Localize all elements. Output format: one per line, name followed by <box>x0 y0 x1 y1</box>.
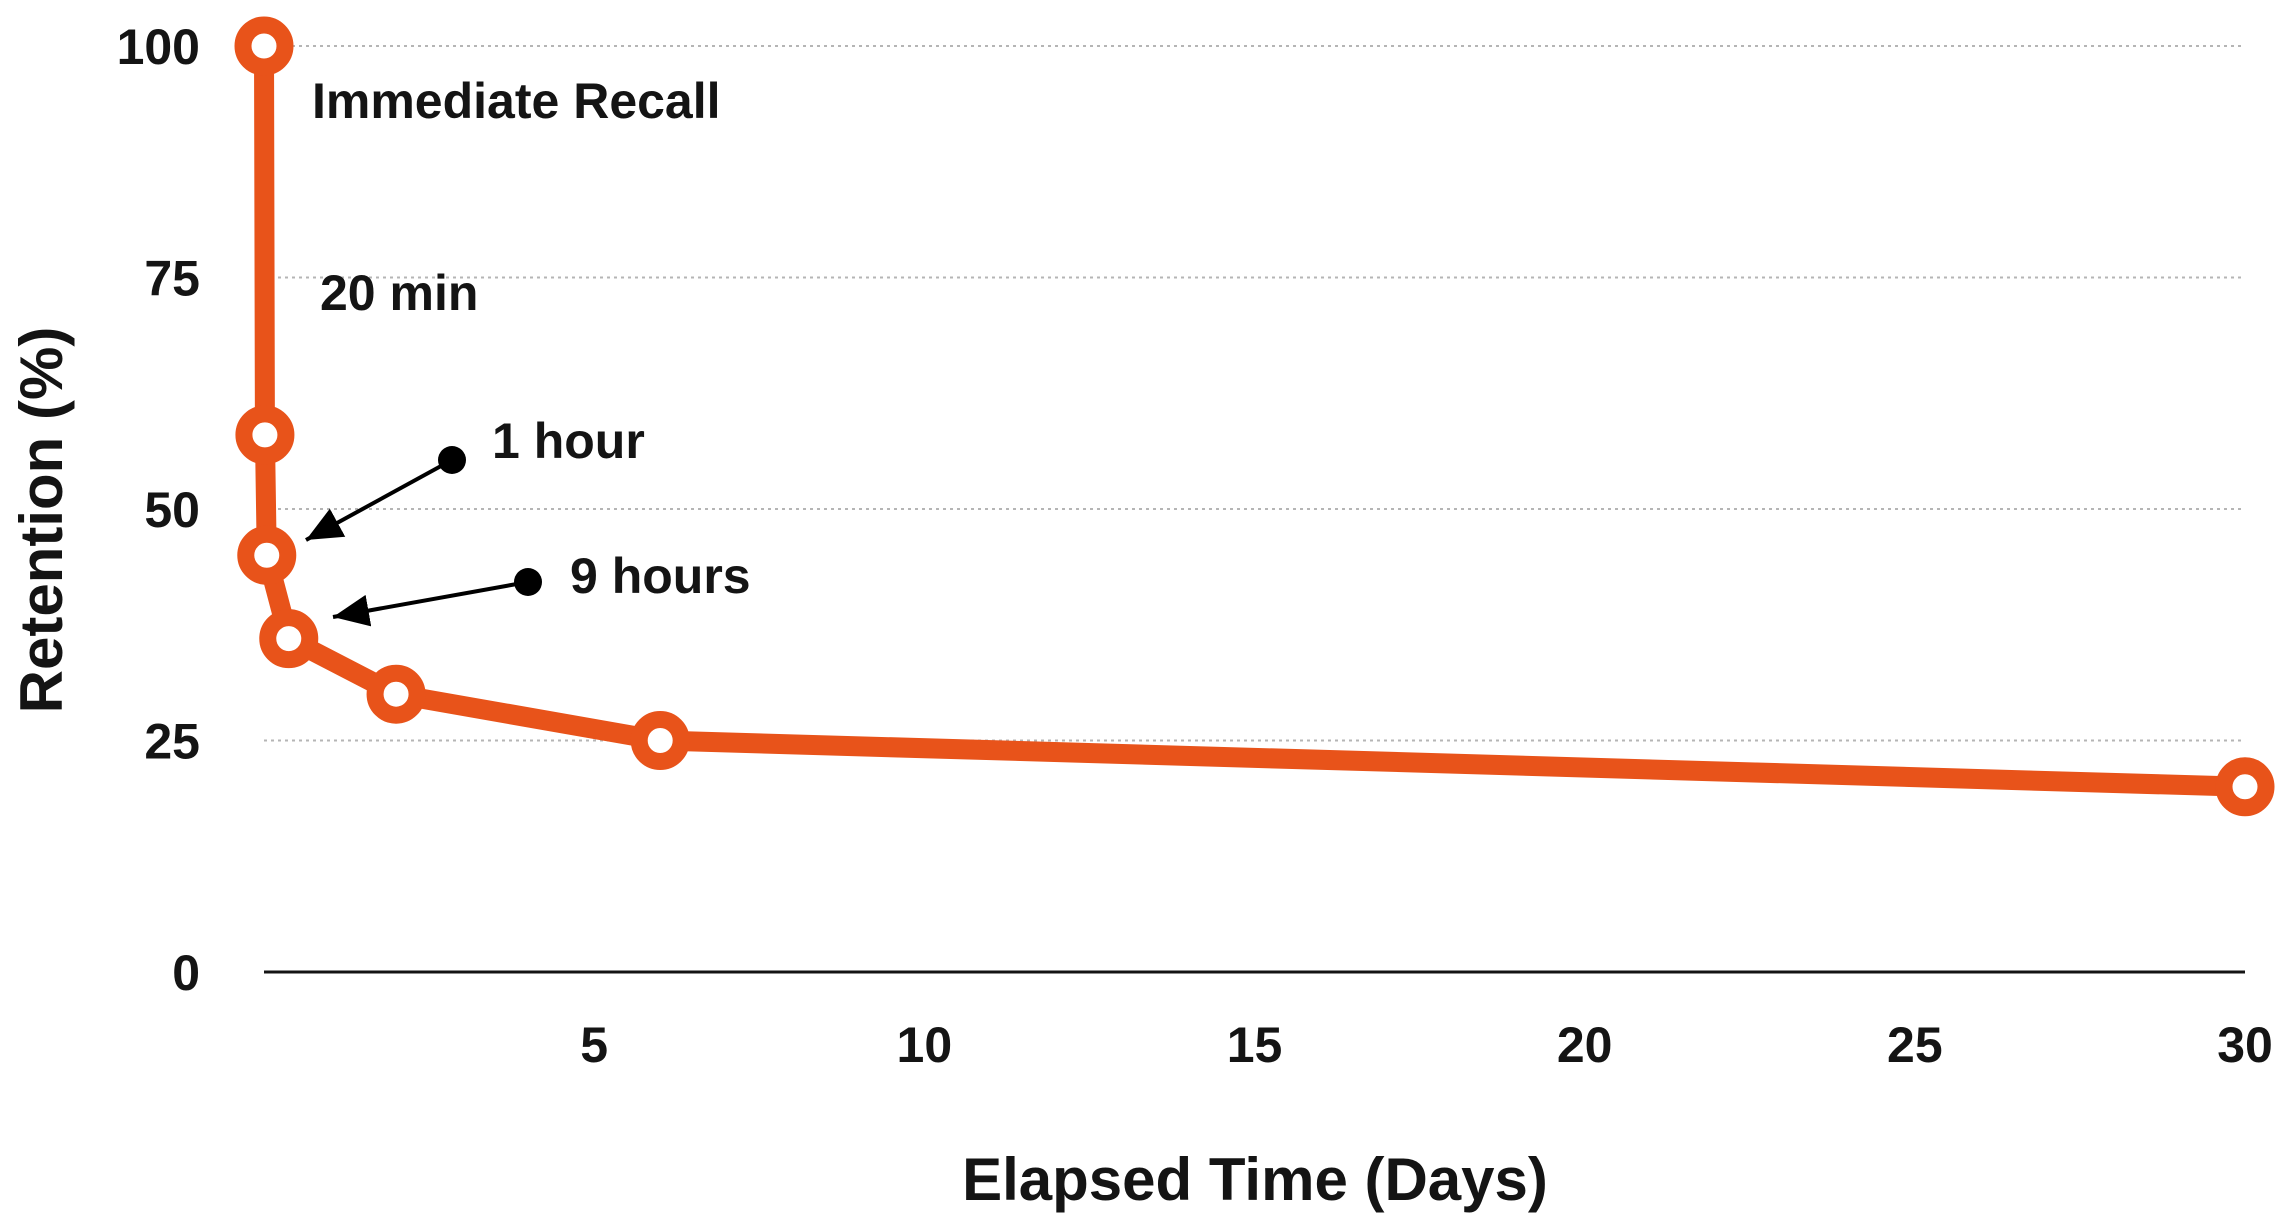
data-point-3 <box>259 609 319 669</box>
x-tick-label-5: 5 <box>580 1017 608 1073</box>
y-axis-title: Retention (%) <box>8 327 75 714</box>
axes: 0 25 50 75 100 5 10 15 20 25 30 Elapsed Time (Days)… <box>8 19 2273 1213</box>
gridlines <box>264 45 2245 742</box>
x-tick-label-20: 20 <box>1557 1017 1613 1073</box>
y-tick-label-75: 75 <box>144 251 200 307</box>
x-axis-title: Elapsed Time (Days) <box>962 1146 1548 1213</box>
annotation-label-nine-hours: 9 hours <box>570 548 751 604</box>
annotation-dot-nine-hours <box>514 568 542 596</box>
data-point-2 <box>237 525 297 585</box>
annotation-arrow-nine-hours <box>332 580 529 627</box>
x-tick-label-10: 10 <box>897 1017 953 1073</box>
x-tick-label-15: 15 <box>1227 1017 1283 1073</box>
data-point-4 <box>366 664 426 724</box>
y-tick-label-50: 50 <box>144 482 200 538</box>
data-point-0 <box>234 16 294 76</box>
data-point-6 <box>2215 757 2275 817</box>
x-tick-label-30: 30 <box>2217 1017 2273 1073</box>
x-tick-label-25: 25 <box>1887 1017 1943 1073</box>
y-tick-label-25: 25 <box>144 714 200 770</box>
y-tick-label-0: 0 <box>172 945 200 1001</box>
data-point-5 <box>630 711 690 770</box>
annotations: Immediate Recall 20 min 1 hour 9 hours <box>305 73 751 627</box>
annotation-label-twenty-min: 20 min <box>320 265 478 321</box>
annotation-label-immediate: Immediate Recall <box>312 73 721 129</box>
annotation-arrow-one-hour <box>305 458 453 542</box>
annotation-dot-one-hour <box>438 446 466 474</box>
data-point-1 <box>235 405 295 465</box>
data-series <box>234 16 2275 817</box>
y-tick-label-100: 100 <box>117 19 200 75</box>
annotation-label-one-hour: 1 hour <box>492 413 645 469</box>
